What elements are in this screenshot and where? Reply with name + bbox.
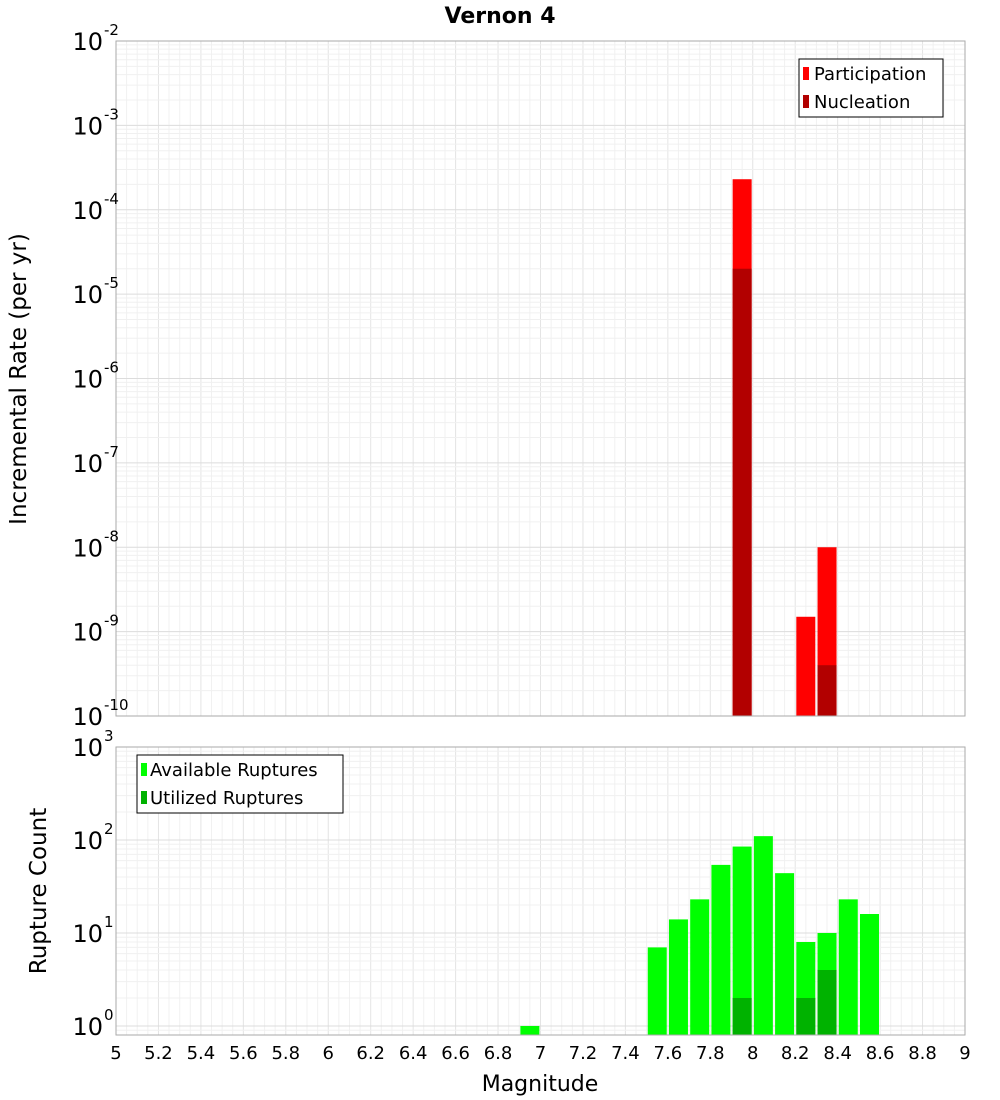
rate-grid	[115, 40, 966, 717]
count-utilized-ruptures-bar	[796, 997, 816, 1035]
utilized-ruptures-legend-label: Utilized Ruptures	[150, 788, 303, 809]
available-ruptures-legend-swatch	[141, 763, 147, 776]
magnitude-x-tick-label: 6.8	[484, 1043, 513, 1064]
count-y-tick-label: 10	[72, 827, 103, 855]
rate-y-tick-label: 10	[72, 703, 103, 731]
rate-y-tick-exponent: -2	[104, 21, 119, 39]
rate-y-tick-label: 10	[72, 534, 103, 562]
count-available-ruptures-bar	[732, 846, 752, 1035]
rate-y-tick-label: 10	[72, 450, 103, 478]
count-bars	[520, 836, 879, 1035]
count-utilized-ruptures-bar	[732, 997, 752, 1035]
count-y-tick-label: 10	[72, 1013, 103, 1041]
count-y-tick-exponent: 1	[104, 913, 114, 931]
magnitude-x-axis-label: Magnitude	[482, 1072, 599, 1097]
rate-y-tick-exponent: -5	[104, 274, 119, 292]
rate-y-tick-exponent: -6	[104, 359, 119, 377]
rate-nucleation-bar	[817, 665, 837, 716]
count-available-ruptures-bar	[775, 873, 795, 1035]
rate-y-tick-label: 10	[72, 112, 103, 140]
rate-y-tick-exponent: -4	[104, 190, 119, 208]
magnitude-x-tick-label: 8.4	[823, 1043, 852, 1064]
rate-plot-frame	[115, 40, 966, 717]
magnitude-x-tick-label: 7.2	[569, 1043, 598, 1064]
magnitude-x-tick-label: 5.2	[144, 1043, 173, 1064]
magnitude-x-tick-label: 8.6	[866, 1043, 895, 1064]
magnitude-x-tick-label: 5.8	[271, 1043, 300, 1064]
rate-y-tick-label: 10	[72, 197, 103, 225]
magnitude-x-tick-label: 6.4	[399, 1043, 428, 1064]
magnitude-x-ticks: 5 5.2 5.4 5.6 5.8 6 6.2 6.4 6.6 6.8 7 7.2 7.4 7.6 7.8 8…	[110, 1043, 970, 1064]
rate-y-tick-exponent: -7	[104, 443, 119, 461]
rate-nucleation-bar	[732, 268, 752, 716]
available-ruptures-legend-label: Available Ruptures	[150, 760, 318, 781]
count-available-ruptures-bar	[668, 919, 688, 1035]
count-available-ruptures-bar	[711, 864, 731, 1035]
magnitude-x-tick-label: 8.8	[908, 1043, 937, 1064]
rate-participation-bar	[796, 616, 816, 716]
count-plot-frame	[115, 746, 966, 1036]
magnitude-x-tick-label: 7.8	[696, 1043, 725, 1064]
count-legend: Available Ruptures Utilized Ruptures	[136, 754, 344, 814]
chart-title: Vernon 4	[445, 4, 556, 29]
count-utilized-ruptures-bar	[817, 969, 837, 1035]
rate-bars	[732, 179, 837, 716]
magnitude-x-tick-label: 6.6	[441, 1043, 470, 1064]
rate-y-tick-label: 10	[72, 619, 103, 647]
count-legend-box	[136, 754, 344, 814]
magnitude-x-tick-label: 7	[535, 1043, 546, 1064]
rate-y-tick-label: 10	[72, 366, 103, 394]
count-y-tick-exponent: 2	[104, 820, 114, 838]
count-y-tick-label: 10	[72, 734, 103, 762]
magnitude-x-tick-label: 7.4	[611, 1043, 640, 1064]
count-available-ruptures-bar	[838, 899, 858, 1035]
rate-y-tick-label: 10	[72, 281, 103, 309]
magnitude-x-tick-label: 7.6	[654, 1043, 683, 1064]
count-y-axis-label: Rupture Count	[26, 808, 52, 974]
rate-y-tick-exponent: -3	[104, 105, 119, 123]
magnitude-x-tick-label: 5	[110, 1043, 121, 1064]
nucleation-legend-swatch	[803, 95, 809, 108]
participation-legend-swatch	[803, 67, 809, 80]
count-y-tick-exponent: 3	[104, 727, 114, 745]
magnitude-x-tick-label: 8	[747, 1043, 758, 1064]
utilized-ruptures-legend-swatch	[141, 791, 147, 804]
nucleation-legend-label: Nucleation	[814, 92, 910, 113]
magnitude-x-tick-label: 8.2	[781, 1043, 810, 1064]
magnitude-x-tick-label: 5.6	[229, 1043, 258, 1064]
rate-y-tick-exponent: -10	[104, 696, 129, 714]
rate-y-tick-exponent: -9	[104, 612, 119, 630]
count-available-ruptures-bar	[647, 947, 667, 1035]
magnitude-x-tick-label: 6.2	[356, 1043, 385, 1064]
rate-y-tick-label: 10	[72, 28, 103, 56]
count-available-ruptures-bar	[859, 914, 879, 1035]
magnitude-x-tick-label: 5.4	[187, 1043, 216, 1064]
rate-y-tick-exponent: -8	[104, 527, 119, 545]
count-y-tick-label: 10	[72, 920, 103, 948]
magnitude-x-tick-label: 9	[959, 1043, 970, 1064]
count-y-tick-exponent: 0	[104, 1006, 114, 1024]
count-available-ruptures-bar	[690, 899, 710, 1035]
magnitude-x-tick-label: 6	[323, 1043, 334, 1064]
count-available-ruptures-bar	[753, 836, 773, 1035]
count-available-ruptures-bar	[520, 1025, 540, 1035]
rate-legend-box	[798, 58, 944, 118]
participation-legend-label: Participation	[814, 64, 926, 85]
rate-legend: Participation Nucleation	[798, 58, 944, 118]
rate-y-axis-label: Incremental Rate (per yr)	[6, 233, 32, 525]
